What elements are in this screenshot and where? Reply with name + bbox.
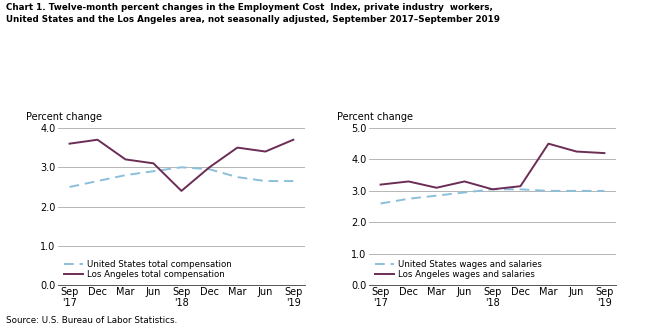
United States wages and salaries	[461, 191, 469, 195]
United States wages and salaries	[544, 189, 552, 193]
Los Angeles total compensation	[205, 165, 213, 169]
Los Angeles wages and salaries	[516, 184, 524, 188]
United States wages and salaries	[489, 187, 496, 191]
United States wages and salaries	[433, 194, 441, 197]
United States wages and salaries	[601, 189, 608, 193]
Los Angeles wages and salaries	[461, 179, 469, 183]
United States total compensation	[122, 173, 130, 177]
Los Angeles wages and salaries	[601, 151, 608, 155]
United States total compensation	[178, 165, 185, 169]
United States total compensation	[150, 169, 157, 173]
United States total compensation	[93, 179, 101, 183]
United States wages and salaries	[516, 187, 524, 191]
Los Angeles wages and salaries	[489, 187, 496, 191]
Los Angeles total compensation	[262, 150, 270, 154]
United States total compensation	[205, 167, 213, 171]
Los Angeles wages and salaries	[376, 183, 384, 187]
Line: United States total compensation: United States total compensation	[69, 167, 294, 187]
United States total compensation	[290, 179, 297, 183]
Los Angeles wages and salaries	[433, 186, 441, 190]
Legend: United States total compensation, Los Angeles total compensation: United States total compensation, Los An…	[63, 258, 233, 281]
United States total compensation	[65, 185, 73, 189]
Line: Los Angeles wages and salaries: Los Angeles wages and salaries	[380, 144, 605, 189]
Los Angeles total compensation	[233, 146, 241, 150]
United States wages and salaries	[573, 189, 581, 193]
Los Angeles wages and salaries	[544, 142, 552, 146]
Los Angeles total compensation	[290, 138, 297, 142]
United States total compensation	[262, 179, 270, 183]
Text: Percent change: Percent change	[338, 112, 413, 122]
Los Angeles total compensation	[178, 189, 185, 193]
Legend: United States wages and salaries, Los Angeles wages and salaries: United States wages and salaries, Los An…	[374, 258, 544, 281]
United States wages and salaries	[376, 201, 384, 205]
Text: Source: U.S. Bureau of Labor Statistics.: Source: U.S. Bureau of Labor Statistics.	[6, 316, 178, 325]
Text: Chart 1. Twelve-month percent changes in the Employment Cost  Index, private ind: Chart 1. Twelve-month percent changes in…	[6, 3, 500, 24]
Los Angeles total compensation	[150, 161, 157, 165]
Line: Los Angeles total compensation: Los Angeles total compensation	[69, 140, 294, 191]
Los Angeles total compensation	[122, 157, 130, 161]
Los Angeles wages and salaries	[404, 179, 412, 183]
United States total compensation	[233, 175, 241, 179]
Text: Percent change: Percent change	[27, 112, 102, 122]
Los Angeles total compensation	[93, 138, 101, 142]
Line: United States wages and salaries: United States wages and salaries	[380, 189, 605, 203]
Los Angeles wages and salaries	[573, 150, 581, 154]
Los Angeles total compensation	[65, 142, 73, 146]
United States wages and salaries	[404, 197, 412, 201]
